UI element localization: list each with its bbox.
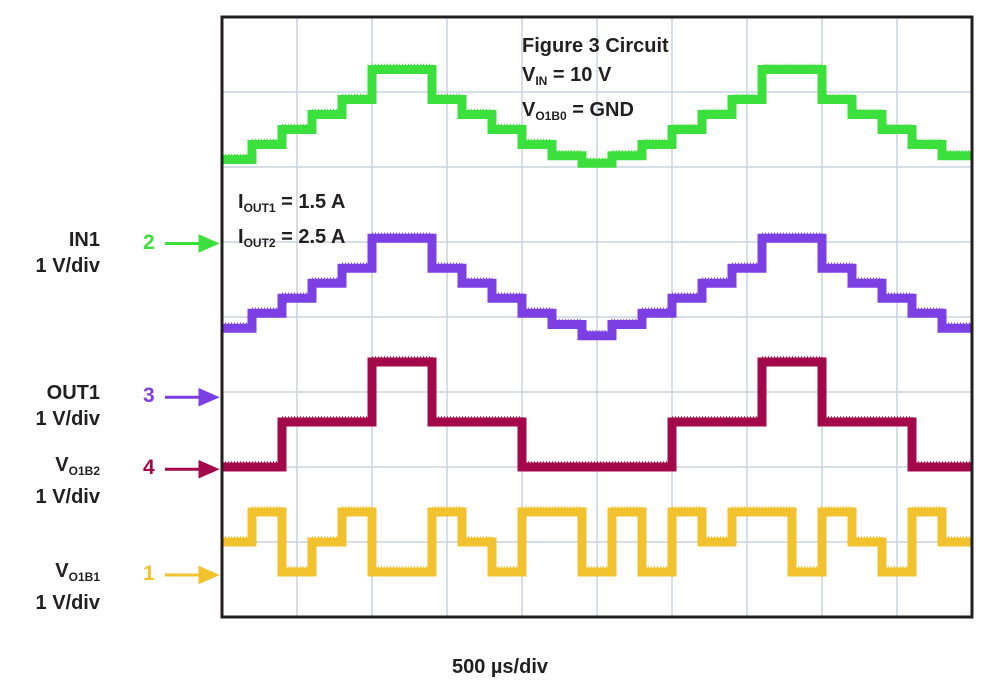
channel-label-vo1b2: VO1B2 1 V/div [35,454,100,509]
channel-1-arrow-icon [165,565,220,585]
channel-3-number: 3 [143,384,155,408]
trace-noise-vo1b2 [222,356,972,463]
plot-frame [220,15,974,619]
x-axis-label: 500 µs/div [451,656,549,678]
channel-label-vo1b1: VO1B1 1 V/div [35,560,100,614]
trace-vo1b2 [222,357,972,472]
waveform-traces [222,63,972,577]
channel-label-out1: OUT1 1 V/div [35,382,100,431]
channel-markers [165,234,220,585]
channel-3-arrow-icon [165,387,220,407]
figure-annotation: Figure 3 Circuit VIN = 10 V VO1B0 = GND [522,32,669,131]
iout2-annotation: IOUT2 = 2.5 A [238,226,346,250]
iout1-annotation: IOUT1 = 1.5 A [238,191,346,215]
trace-in1 [222,65,972,168]
trace-noise-in1 [222,63,972,159]
channel-2-number: 2 [143,230,155,254]
vo1b0-annotation: VO1B0 = GND [522,99,634,123]
vin-annotation: VIN = 10 V [522,64,612,88]
channel-1-number: 1 [143,562,155,585]
trace-noise-vo1b1 [222,506,972,568]
channel-label-in1: IN1 1 V/div [35,228,100,277]
channel-2-arrow-icon [165,234,220,253]
channel-4-number: 4 [143,456,155,480]
channel-4-arrow-icon [165,459,220,479]
figure-label: Figure 3 Circuit [522,35,669,57]
current-annotation: IOUT1 = 1.5 A IOUT2 = 2.5 A [238,188,345,258]
